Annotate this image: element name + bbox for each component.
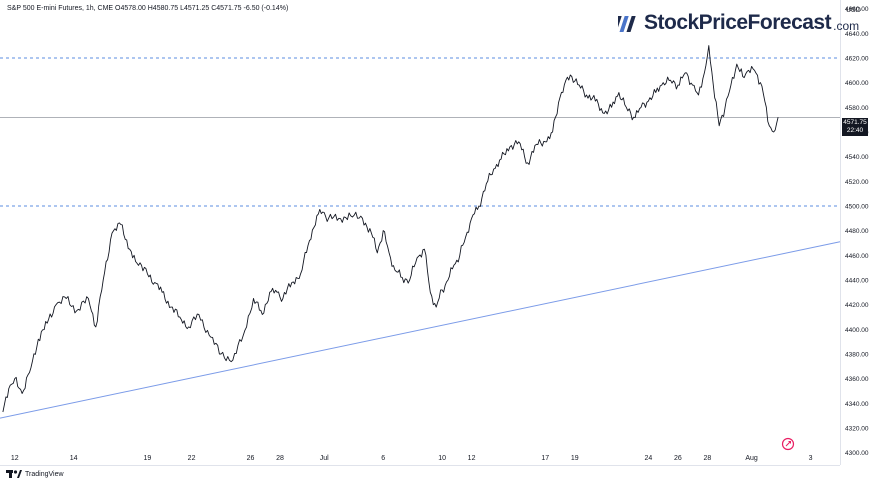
y-tick-label: 4500.00 xyxy=(845,203,869,210)
y-tick-label: 4340.00 xyxy=(845,401,869,408)
currency-label: USD xyxy=(846,7,861,14)
y-tick-label: 4400.00 xyxy=(845,327,869,334)
x-tick-label: 10 xyxy=(438,455,446,462)
y-axis-ticks: 4300.00 4320.00 4340.00 4360.00 4380.00 4400.… xyxy=(845,6,869,457)
x-tick-label: 12 xyxy=(11,455,19,462)
trendline-layer xyxy=(0,241,841,419)
y-tick-label: 4580.00 xyxy=(845,105,869,112)
last-price-time: 22:40 xyxy=(846,127,864,134)
y-tick-label: 4380.00 xyxy=(845,351,869,358)
price-series-line xyxy=(2,45,779,413)
tradingview-icon xyxy=(6,470,22,478)
last-price-value: 4571.75 xyxy=(843,119,867,126)
y-tick-label: 4640.00 xyxy=(845,31,869,38)
tradingview-label: TradingView xyxy=(25,470,64,478)
close-value: C4571.75 xyxy=(211,5,242,12)
last-price-tag: 4571.75 22:40 xyxy=(842,118,868,136)
open-value: O4578.00 xyxy=(115,5,146,12)
x-tick-label: 6 xyxy=(381,455,385,462)
y-tick-label: 4480.00 xyxy=(845,228,869,235)
symbol-name: S&P 500 E-mini Futures, 1h, CME xyxy=(7,5,114,12)
tradingview-attribution[interactable]: TradingView xyxy=(6,469,64,479)
y-tick-label: 4600.00 xyxy=(845,80,869,87)
horizontal-levels-layer xyxy=(0,57,840,207)
brand-logo: StockPriceForecast .com xyxy=(618,10,859,36)
price-series-layer xyxy=(2,45,779,413)
high-value: H4580.75 xyxy=(147,5,179,12)
x-tick-label: 28 xyxy=(276,455,284,462)
replay-icon[interactable] xyxy=(781,437,795,451)
x-tick-label: 24 xyxy=(645,455,653,462)
x-tick-label: 28 xyxy=(703,455,711,462)
x-tick-label: 19 xyxy=(571,455,579,462)
y-tick-label: 4620.00 xyxy=(845,55,869,62)
symbol-legend: S&P 500 E-mini Futures, 1h, CME O4578.00… xyxy=(7,5,288,12)
x-tick-label: 14 xyxy=(70,455,78,462)
x-tick-label: Aug xyxy=(745,455,758,462)
y-tick-label: 4540.00 xyxy=(845,154,869,161)
brand-suffix: .com xyxy=(833,19,860,33)
y-tick-label: 4520.00 xyxy=(845,179,869,186)
change-value: -6.50 (-0.14%) xyxy=(243,5,289,12)
y-tick-label: 4420.00 xyxy=(845,302,869,309)
x-axis-ticks: 12 14 19 22 26 28 Jul 6 10 12 17 19 24 26 28 Aug 3 xyxy=(11,455,813,462)
x-tick-label: 26 xyxy=(674,455,682,462)
x-tick-label: 19 xyxy=(143,455,151,462)
y-tick-label: 4300.00 xyxy=(845,450,869,457)
y-tick-label: 4440.00 xyxy=(845,277,869,284)
x-tick-label: 17 xyxy=(541,455,549,462)
y-tick-label: 4660.00 xyxy=(845,6,869,13)
brand-name: StockPriceForecast xyxy=(644,11,832,34)
x-tick-label: 3 xyxy=(809,455,813,462)
x-tick-label: 12 xyxy=(468,455,476,462)
support-trendline xyxy=(0,241,841,419)
y-tick-label: 4460.00 xyxy=(845,253,869,260)
x-tick-label: 26 xyxy=(247,455,255,462)
x-tick-label: Jul xyxy=(320,455,329,462)
y-tick-label: 4320.00 xyxy=(845,425,869,432)
y-tick-label: 4360.00 xyxy=(845,376,869,383)
low-value: L4571.25 xyxy=(180,5,210,12)
brand-slashes-icon xyxy=(618,16,636,32)
x-tick-label: 22 xyxy=(188,455,196,462)
